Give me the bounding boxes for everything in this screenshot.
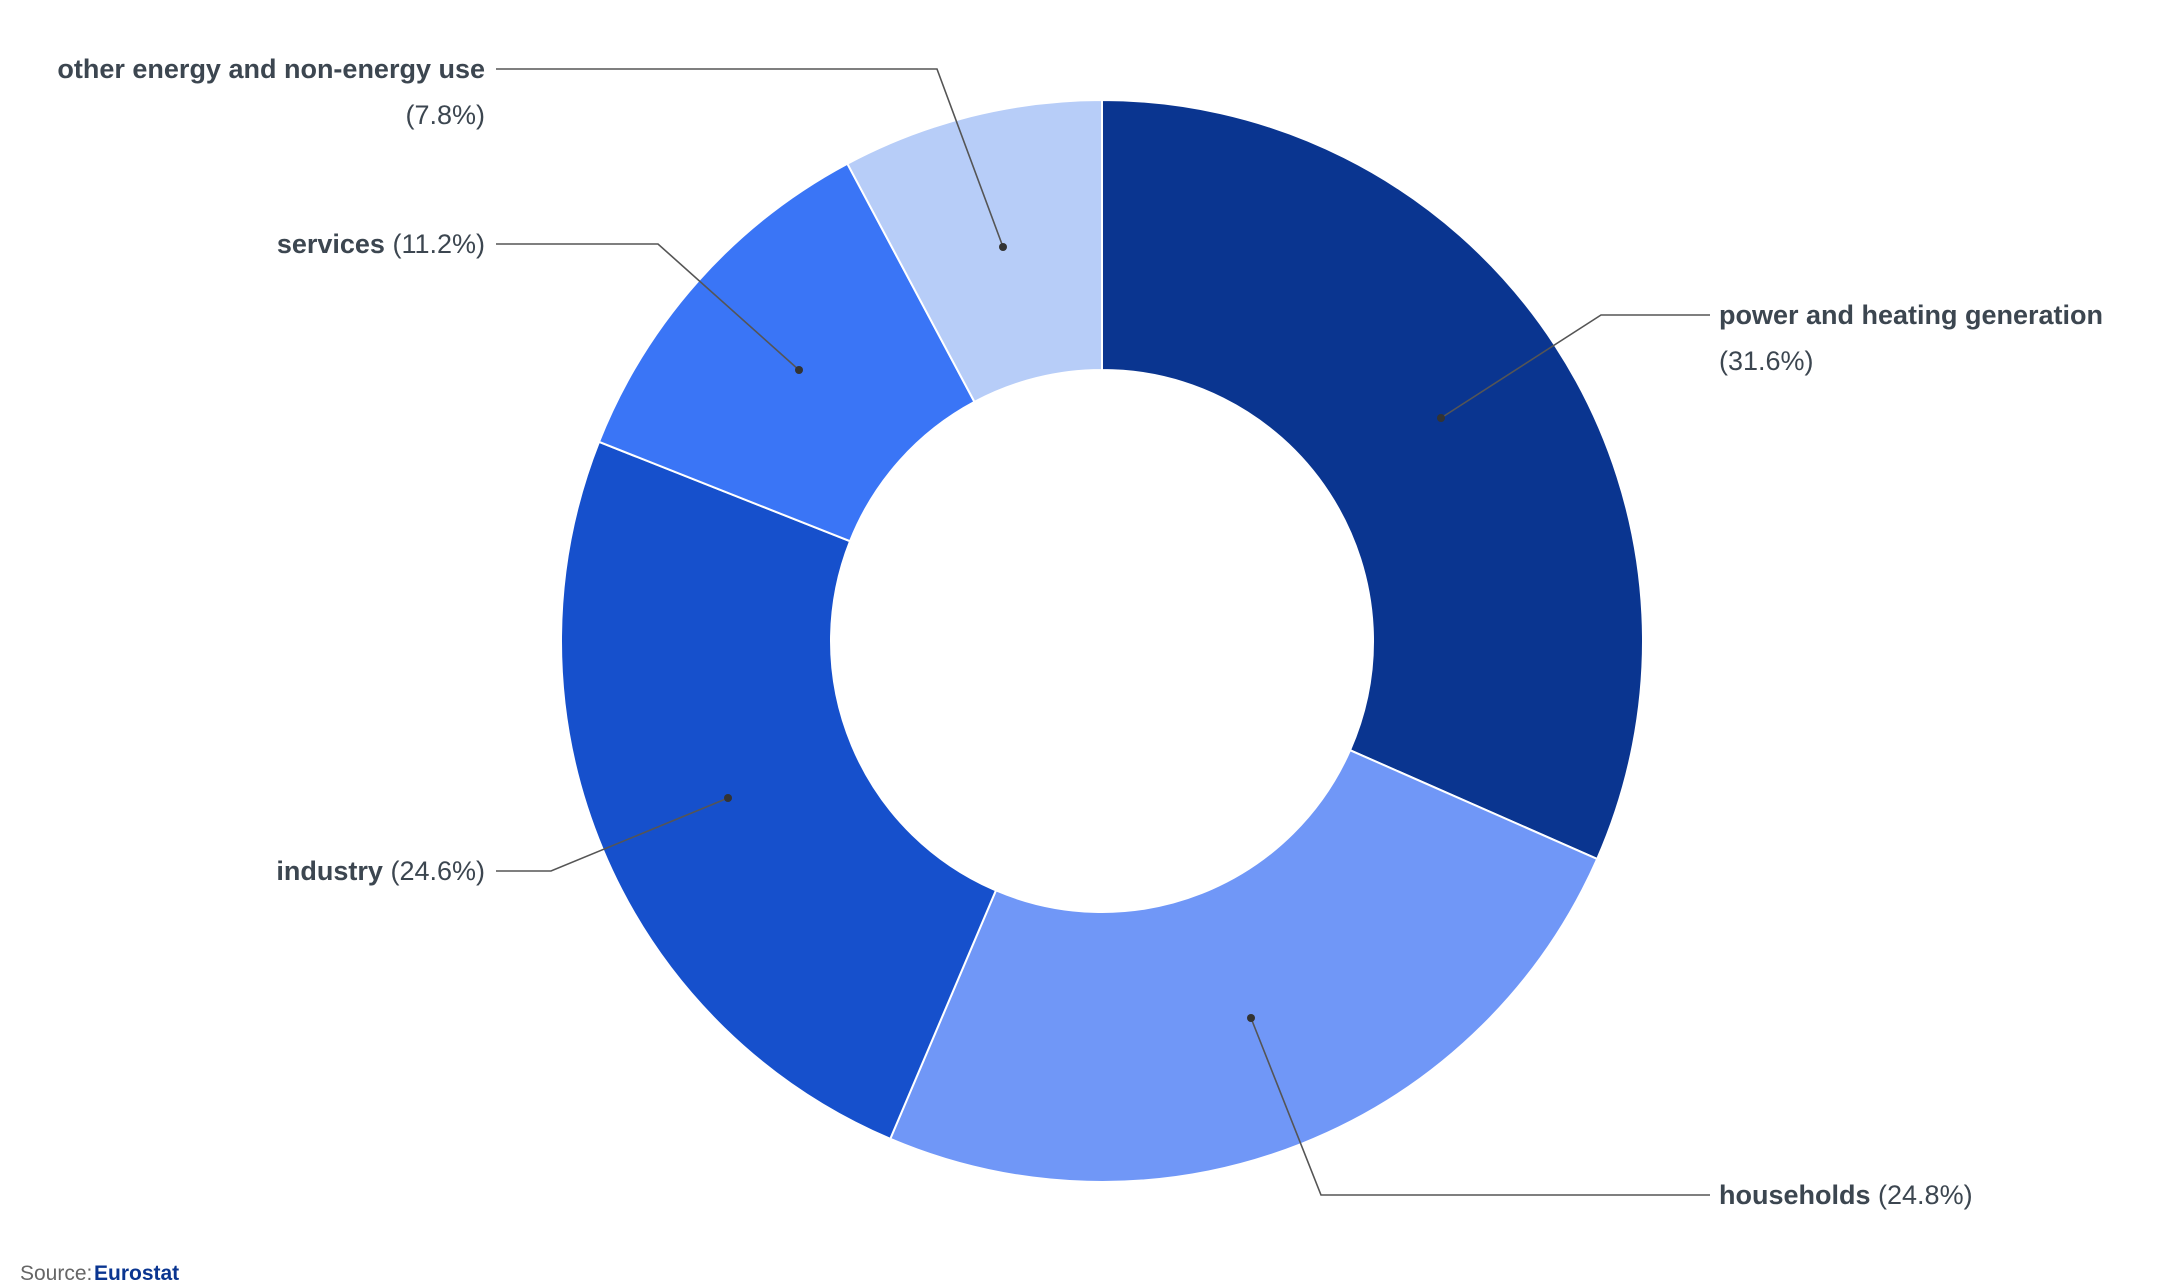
source-label: Source: (20, 1262, 92, 1284)
leader-line (496, 243, 800, 371)
leader-line (496, 797, 729, 872)
value-label: (11.2%) (392, 229, 485, 259)
source-link[interactable]: Eurostat (94, 1262, 179, 1284)
leader-line (1250, 1017, 1710, 1196)
label-text: households (24.8%) (1719, 1172, 2169, 1218)
slice-label: power and heating generation (31.6%) (1719, 292, 2169, 384)
label-text: power and heating generation (31.6%) (1719, 292, 2169, 384)
label-text: other energy and non-energy use (7.8%) (10, 46, 485, 138)
value-label: (24.8%) (1878, 1180, 1973, 1210)
label-text: industry (24.6%) (10, 848, 485, 894)
leader-dot (724, 794, 732, 802)
leader-line (1440, 314, 1710, 419)
leader-dot (1247, 1014, 1255, 1022)
label-text: services (11.2%) (10, 221, 485, 267)
donut-slice (560, 440, 998, 1141)
leader-line (496, 68, 1004, 248)
leader-dot (795, 366, 803, 374)
category-label: other energy and non-energy use (57, 54, 485, 84)
leader-dot (999, 243, 1007, 251)
category-label: households (1719, 1180, 1871, 1210)
category-label: services (276, 229, 385, 259)
donut-slice (888, 748, 1599, 1183)
category-label: industry (276, 856, 383, 886)
leader-dot (1437, 414, 1445, 422)
slice-label: other energy and non-energy use (7.8%) (10, 46, 485, 138)
slice-label: industry (24.6%) (10, 848, 485, 894)
value-label: (24.6%) (390, 856, 485, 886)
slice-label: services (11.2%) (10, 221, 485, 267)
slice-label: households (24.8%) (1719, 1172, 2169, 1218)
value-label: (7.8%) (405, 100, 485, 130)
value-label: (31.6%) (1719, 346, 1814, 376)
donut-slice (597, 162, 976, 543)
donut-slice (845, 98, 1103, 404)
donut-slice (1101, 98, 1644, 861)
category-label: power and heating generation (1719, 300, 2104, 330)
